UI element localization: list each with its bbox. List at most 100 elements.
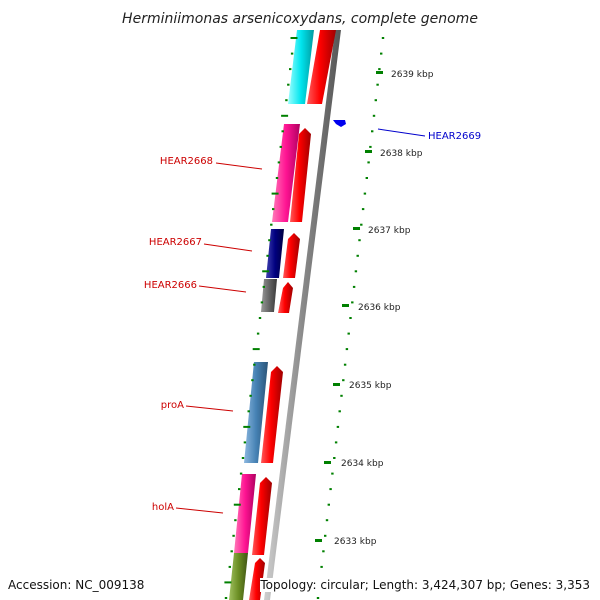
cds-arrow-hear2668[interactable] (290, 128, 311, 222)
gene-label-proa[interactable]: proA (161, 400, 234, 412)
gene-label-text[interactable]: HEAR2668 (160, 156, 213, 167)
minor-tick (252, 348, 260, 351)
tick-label: 2638 kbp (380, 149, 423, 159)
minor-tick (285, 99, 288, 102)
minor-tick (322, 550, 325, 553)
minor-tick (329, 488, 332, 491)
feature-block-navy-hear2667[interactable] (266, 229, 284, 278)
gene-label-text[interactable]: proA (161, 400, 184, 411)
tick-2636: 2636 kbp (342, 303, 401, 313)
feature-marker-hear2669[interactable] (333, 120, 346, 127)
tick-label: 2637 kbp (368, 226, 411, 236)
tick-label: 2636 kbp (358, 303, 401, 313)
minor-tick (380, 52, 383, 55)
minor-tick (325, 519, 329, 522)
minor-tick (369, 145, 372, 148)
minor-tick (349, 317, 352, 319)
minor-tick (289, 68, 292, 71)
minor-tick (251, 379, 254, 382)
minor-tick (378, 68, 381, 71)
cds-arrow-hola[interactable] (252, 477, 272, 555)
tick-2634: 2634 kbp (324, 459, 384, 469)
minor-tick (256, 332, 260, 335)
feature-block-magenta-hola[interactable] (234, 474, 256, 553)
tick-label: 2634 kbp (341, 459, 384, 469)
gene-label-hear2668[interactable]: HEAR2668 (160, 156, 263, 170)
minor-tick (338, 410, 341, 413)
minor-tick (365, 177, 368, 179)
gene-label-hear2666[interactable]: HEAR2666 (144, 280, 247, 293)
feature-block-cyan[interactable] (288, 30, 314, 104)
minor-tick (287, 83, 290, 86)
gene-label-hear2669[interactable]: HEAR2669 (377, 128, 481, 142)
minor-tick (367, 161, 370, 164)
minor-tick (343, 363, 347, 366)
genome-backbone (264, 30, 341, 600)
minor-tick (340, 394, 343, 397)
major-ticks: 2639 kbp 2638 kbp 2637 kbp 2636 kbp 2635… (315, 70, 434, 547)
gene-label-text[interactable]: HEAR2667 (149, 237, 202, 248)
minor-tick (371, 130, 374, 133)
minor-tick (262, 270, 270, 273)
minor-tick (290, 52, 294, 55)
cds-arrow-hear2666[interactable] (278, 282, 293, 313)
cds-arrow-hear2667[interactable] (283, 233, 300, 278)
minor-tick (228, 565, 231, 568)
gene-label-hola[interactable]: holA (152, 502, 224, 514)
minor-tick (381, 37, 385, 39)
minor-tick (275, 177, 279, 179)
minor-tick (281, 130, 284, 133)
minor-tick (232, 534, 235, 537)
accession-text: Accession: NC_009138 (8, 578, 145, 592)
gene-label-text[interactable]: HEAR2666 (144, 280, 197, 291)
minor-tick (279, 145, 282, 148)
minor-tick (374, 99, 377, 102)
minor-tick (363, 192, 367, 195)
cds-arrow-top[interactable] (307, 30, 336, 104)
minor-tick (234, 519, 237, 522)
minor-tick (281, 114, 289, 117)
feature-block-olive[interactable] (229, 553, 248, 600)
feature-block-gray-hear2666[interactable] (261, 279, 277, 312)
feature-block-steelblue-proa[interactable] (244, 362, 268, 463)
minor-tick (331, 472, 334, 475)
minor-tick (347, 332, 350, 335)
minor-tick (239, 472, 243, 475)
minor-tick (249, 394, 252, 397)
minor-tick (260, 301, 264, 304)
minor-tick (258, 317, 262, 319)
tick-label: 2635 kbp (349, 381, 392, 391)
feature-block-magenta-hear2668[interactable] (272, 124, 300, 222)
minor-tick (272, 208, 275, 211)
minor-tick (243, 425, 251, 428)
map-title: Herminiimonas arsenicoxydans, complete g… (122, 11, 478, 27)
minor-tick (324, 534, 327, 537)
minor-tick (230, 550, 233, 553)
minor-tick (360, 223, 363, 226)
tick-2639: 2639 kbp (376, 70, 434, 80)
minor-tick (238, 488, 241, 491)
gene-label-text[interactable]: HEAR2669 (428, 131, 481, 142)
minor-tick (372, 114, 376, 117)
tick-label: 2633 kbp (334, 537, 377, 547)
cds-arrow-proa[interactable] (261, 366, 283, 463)
topology-text: Topology: circular; Length: 3,424,307 bp… (260, 578, 590, 592)
tick-2637: 2637 kbp (353, 226, 411, 236)
tick-2635: 2635 kbp (333, 381, 392, 391)
minor-tick (270, 223, 273, 226)
minor-tick (316, 597, 320, 599)
minor-tick (262, 285, 265, 288)
minor-tick (354, 270, 358, 273)
minor-tick (253, 363, 256, 366)
minor-tick (266, 254, 269, 257)
gene-label-text[interactable]: holA (152, 502, 174, 513)
minor-tick (352, 285, 356, 288)
minor-tick (356, 254, 359, 257)
minor-tick (241, 457, 245, 459)
minor-tick (336, 425, 340, 428)
minor-tick (243, 441, 247, 444)
gene-label-hear2667[interactable]: HEAR2667 (149, 237, 253, 252)
inner-tick-track (224, 37, 298, 599)
minor-tick (351, 301, 354, 304)
